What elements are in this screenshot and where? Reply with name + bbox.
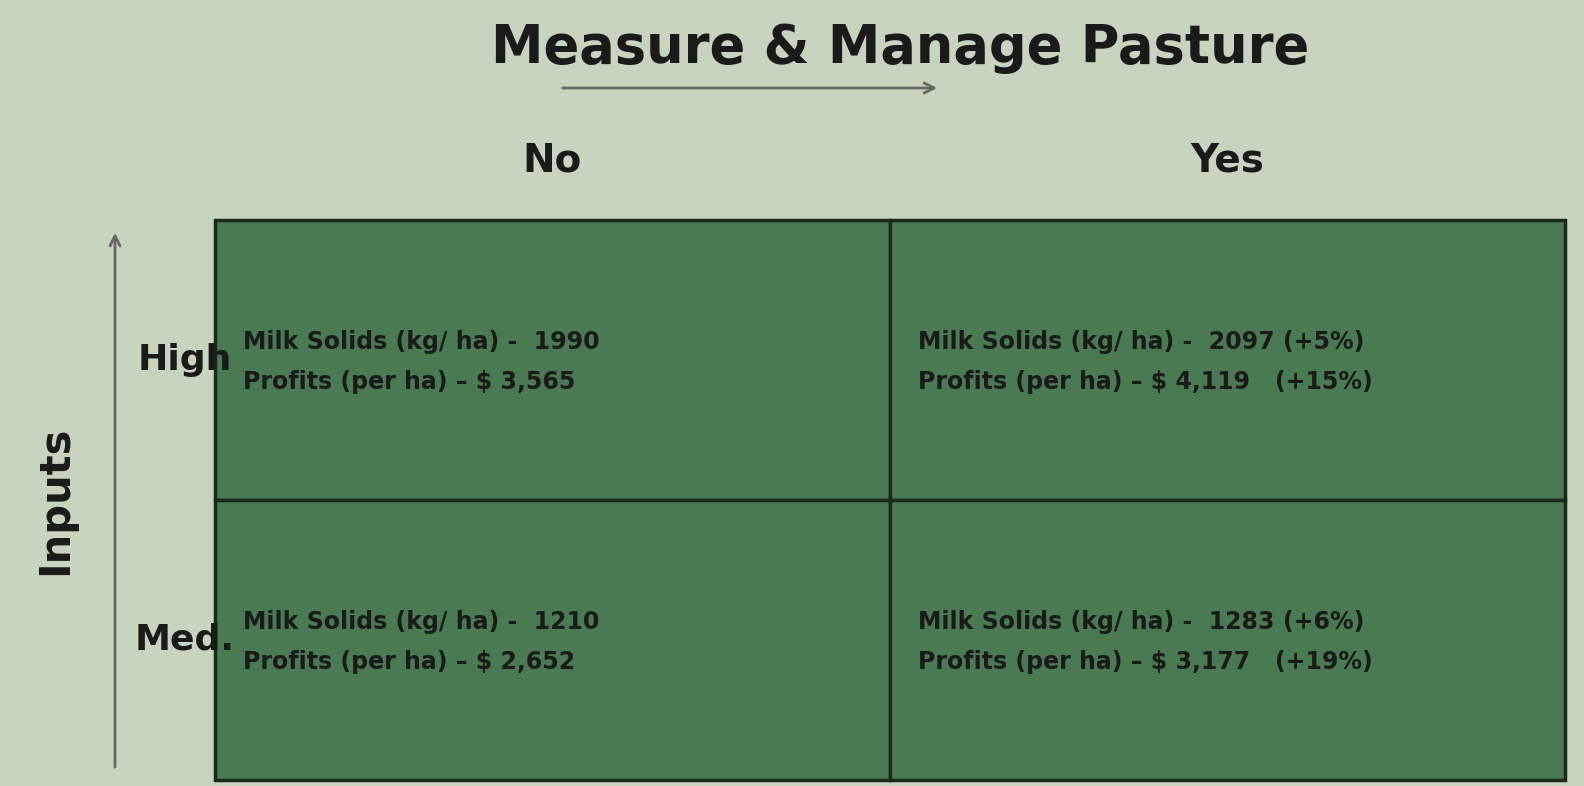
Text: Profits (per ha) – $ 2,652: Profits (per ha) – $ 2,652	[242, 650, 575, 674]
Text: Milk Solids (kg/ ha) -  1210: Milk Solids (kg/ ha) - 1210	[242, 610, 599, 634]
Text: Milk Solids (kg/ ha) -  1990: Milk Solids (kg/ ha) - 1990	[242, 330, 600, 354]
Text: No: No	[523, 141, 583, 179]
Text: (+5%): (+5%)	[1283, 330, 1364, 354]
Bar	[890, 220, 1565, 500]
Bar	[215, 220, 890, 500]
Text: Milk Solids (kg/ ha) -  2097: Milk Solids (kg/ ha) - 2097	[919, 330, 1283, 354]
Text: Inputs: Inputs	[33, 425, 76, 575]
Text: (+15%): (+15%)	[1275, 370, 1372, 394]
Text: Med.: Med.	[135, 623, 234, 657]
Text: Profits (per ha) – $ 3,177: Profits (per ha) – $ 3,177	[919, 650, 1275, 674]
Bar	[890, 500, 1565, 780]
Text: (+6%): (+6%)	[1283, 610, 1364, 634]
Text: Milk Solids (kg/ ha) -  1283: Milk Solids (kg/ ha) - 1283	[919, 610, 1283, 634]
Text: Profits (per ha) – $ 3,565: Profits (per ha) – $ 3,565	[242, 370, 575, 394]
Text: (+19%): (+19%)	[1275, 650, 1373, 674]
Text: High: High	[138, 343, 233, 377]
Text: Yes: Yes	[1191, 141, 1264, 179]
Text: Measure & Manage Pasture: Measure & Manage Pasture	[491, 22, 1308, 74]
Text: Profits (per ha) – $ 4,119: Profits (per ha) – $ 4,119	[919, 370, 1275, 394]
Bar	[215, 500, 890, 780]
